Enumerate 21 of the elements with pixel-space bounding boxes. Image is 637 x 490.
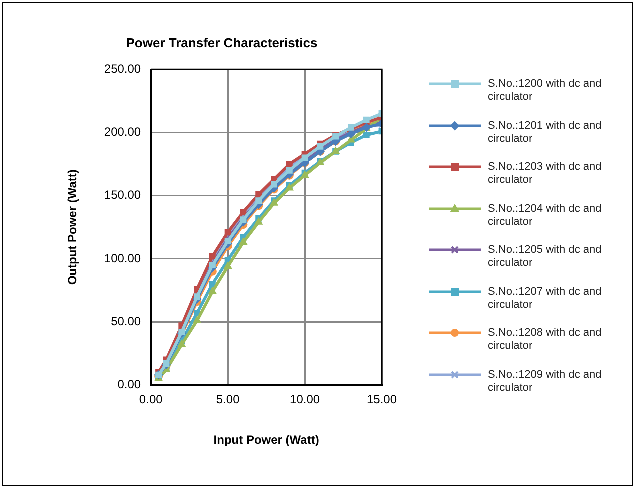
legend-label: S.No.:1203 with dc and circulator bbox=[488, 161, 603, 187]
legend-label: S.No.:1209 with dc and circulator bbox=[488, 368, 603, 394]
y-tick-label: 50.00 bbox=[111, 314, 142, 328]
legend-label: S.No.:1204 with dc and circulator bbox=[488, 202, 603, 228]
y-tick-label: 200.00 bbox=[104, 125, 142, 140]
y-tick-label: 0.00 bbox=[118, 378, 142, 392]
x-tick-label: 0.00 bbox=[139, 392, 164, 407]
legend-label: S.No.:1200 with dc and circulator bbox=[488, 78, 603, 104]
legend-label: S.No.:1208 with dc and circulator bbox=[488, 327, 603, 353]
legend-label: S.No.:1201 with dc and circulator bbox=[488, 120, 603, 146]
x-tick-label: 10.00 bbox=[290, 392, 320, 407]
x-axis-title: Input Power (Watt) bbox=[214, 433, 320, 448]
y-tick-label: 250.00 bbox=[104, 62, 142, 76]
chart-title: Power Transfer Characteristics bbox=[126, 35, 318, 50]
y-axis-title: Output Power (Watt) bbox=[66, 170, 80, 286]
legend-label: S.No.:1207 with dc and circulator bbox=[488, 286, 603, 312]
x-tick-label: 5.00 bbox=[216, 392, 240, 407]
legend-label: S.No.:1205 with dc and circulator bbox=[488, 244, 603, 270]
x-tick-label: 15.00 bbox=[366, 392, 398, 407]
y-tick-label: 150.00 bbox=[104, 188, 142, 202]
y-tick-label: 100.00 bbox=[104, 251, 142, 266]
